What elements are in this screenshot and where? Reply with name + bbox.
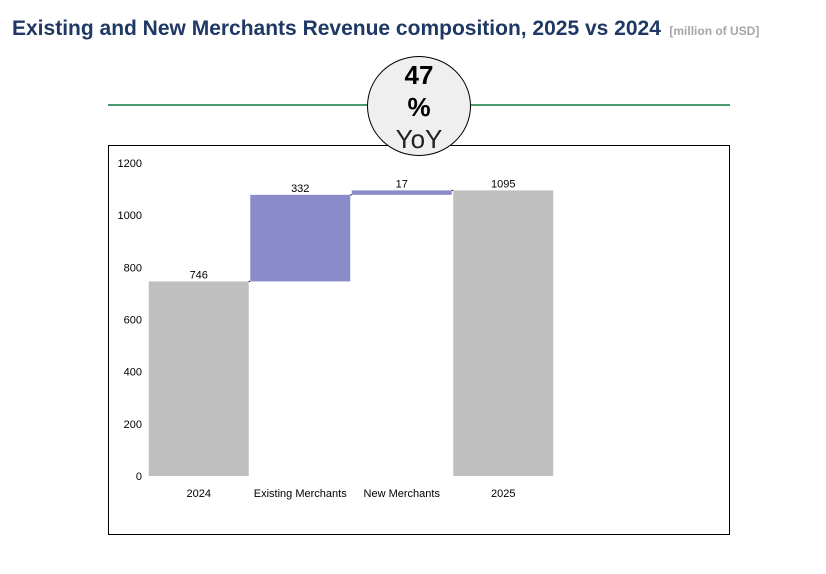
y-tick-label: 200 xyxy=(124,419,142,431)
y-tick-label: 0 xyxy=(136,471,142,483)
data-label: 17 xyxy=(396,178,408,190)
yoy-value: 47 xyxy=(404,60,434,90)
chart-title: Existing and New Merchants Revenue compo… xyxy=(12,17,661,40)
y-tick-label: 800 xyxy=(124,262,142,274)
x-tick-label: New Merchants xyxy=(364,488,441,500)
bar-2024 xyxy=(148,281,249,476)
y-tick-label: 1200 xyxy=(118,158,142,170)
bar-existing-merchants xyxy=(250,194,351,282)
bar-2025 xyxy=(453,190,554,476)
data-label: 746 xyxy=(190,269,208,281)
chart-frame: 0 200 400 600 800 1000 1200 746 2024 332 Existing … xyxy=(108,145,730,535)
chart-title-row: Existing and New Merchants Revenue compo… xyxy=(12,17,822,41)
waterfall-chart: 0 200 400 600 800 1000 1200 746 2024 332 Existing … xyxy=(118,158,554,500)
y-tick-label: 400 xyxy=(124,367,142,379)
data-label: 1095 xyxy=(491,178,515,190)
yoy-percent-symbol: % xyxy=(407,92,431,122)
data-label: 332 xyxy=(291,183,309,195)
x-tick-label: 2024 xyxy=(187,488,211,500)
y-tick-label: 1000 xyxy=(118,210,142,222)
x-tick-label: Existing Merchants xyxy=(254,488,347,500)
bar-new-merchants xyxy=(351,190,452,195)
chart-unit: [million of USD] xyxy=(669,24,760,38)
x-tick-label: 2025 xyxy=(491,488,515,500)
yoy-label: YoY xyxy=(395,124,443,154)
yoy-badge: 47 % YoY xyxy=(367,56,471,156)
y-tick-label: 600 xyxy=(124,315,142,327)
